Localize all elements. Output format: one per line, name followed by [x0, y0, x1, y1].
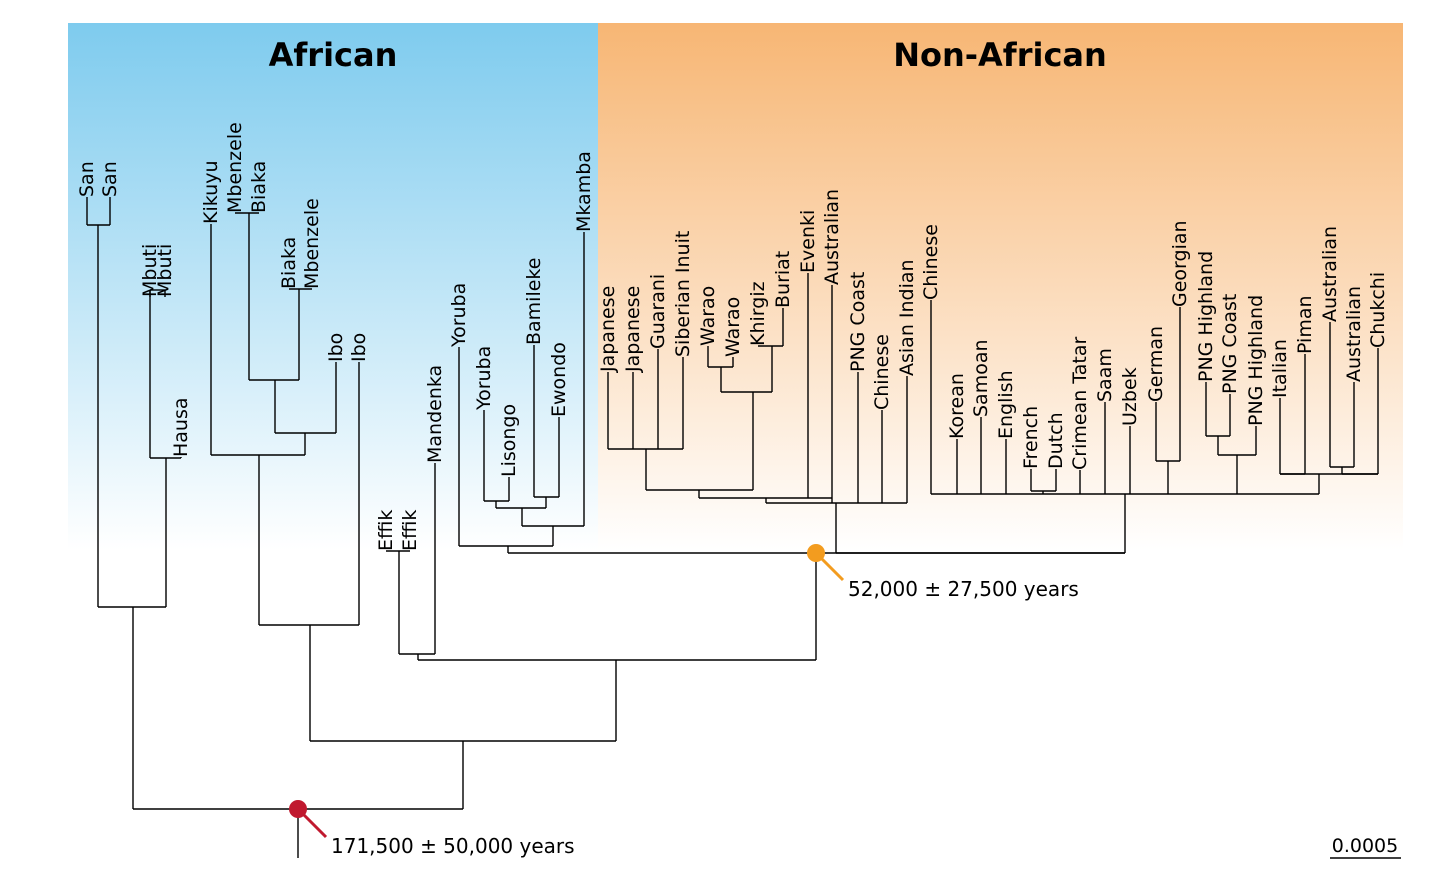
leaf-label: Uzbek — [1119, 367, 1141, 426]
leaf-label: Hausa — [170, 397, 192, 457]
leaf-label: Australian — [1343, 286, 1365, 382]
out-of-africa-node-marker — [807, 544, 845, 582]
leaf-label: Mbuti — [139, 244, 161, 297]
leaf-label: Mbenzele — [301, 198, 323, 289]
leaf-label: Italian — [1269, 339, 1291, 398]
leaf-label: PNG Coast — [847, 272, 869, 372]
non-african-region-title: Non-African — [893, 36, 1107, 74]
leaf-label: Samoan — [970, 339, 992, 417]
leaf-label: Asian Indian — [896, 259, 918, 376]
leaf-label: PNG Coast — [1219, 294, 1241, 394]
leaf-label: Crimean Tatar — [1069, 337, 1091, 470]
leaf-label: Evenki — [797, 210, 819, 273]
leaf-label: Chinese — [871, 334, 893, 410]
leaf-label: Mbenzele — [224, 122, 246, 213]
leaf-label: Japanese — [622, 286, 644, 373]
leaf-label: Chukchi — [1367, 272, 1389, 348]
leaf-label: English — [995, 370, 1017, 439]
leaf-label: Warao — [697, 286, 719, 346]
out-of-africa-age-label: 52,000 ± 27,500 years — [848, 577, 1079, 601]
leaf-label: Korean — [946, 373, 968, 439]
leaf-label: Australian — [1319, 226, 1341, 322]
leaf-label: Effik — [399, 510, 421, 551]
leaf-label: Georgian — [1169, 220, 1191, 307]
leaf-label: San — [99, 161, 121, 197]
root-age-label: 171,500 ± 50,000 years — [331, 834, 575, 858]
leaf-label: PNG Highland — [1195, 251, 1217, 382]
leaf-label: PNG Highland — [1245, 295, 1267, 426]
leaf-label: Biaka — [248, 161, 270, 213]
scale-bar-label: 0.0005 — [1332, 835, 1398, 857]
leaf-label: Yoruba — [473, 346, 495, 411]
leaf-label: San — [76, 161, 98, 197]
leaf-label: Piman — [1294, 295, 1316, 354]
leaf-label: Japanese — [597, 286, 619, 373]
leaf-label: Ibo — [348, 333, 370, 362]
leaf-label: German — [1145, 326, 1167, 402]
leaf-label: Kikuyu — [200, 161, 222, 225]
leaf-label: Yoruba — [448, 283, 470, 348]
root-node-marker — [289, 800, 328, 858]
leaf-label: Mandenka — [424, 365, 446, 463]
african-region-background — [68, 23, 598, 550]
leaf-label: Ewondo — [548, 342, 570, 417]
leaf-label: Buriat — [772, 251, 794, 308]
leaf-label: Australian — [821, 189, 843, 285]
leaf-label: Biaka — [278, 237, 300, 289]
leaf-label: French — [1020, 406, 1042, 469]
leaf-label: Siberian Inuit — [672, 231, 694, 357]
leaf-label: Khirgiz — [747, 281, 769, 346]
non-african-region-background — [598, 23, 1403, 550]
leaf-label: Mkamba — [573, 151, 595, 232]
leaf-label: Ibo — [325, 333, 347, 362]
leaf-label: Effik — [375, 510, 397, 551]
leaf-label: Mbuti — [154, 244, 176, 297]
african-region-title: African — [269, 36, 398, 74]
leaf-label: Dutch — [1045, 412, 1067, 469]
leaf-label: Guarani — [647, 274, 669, 349]
leaf-label: Warao — [722, 297, 744, 357]
leaf-label: Chinese — [920, 224, 942, 300]
leaf-label: Bamileke — [523, 258, 545, 345]
leaf-label: Lisongo — [498, 404, 520, 477]
leaf-label: Saam — [1094, 348, 1116, 402]
